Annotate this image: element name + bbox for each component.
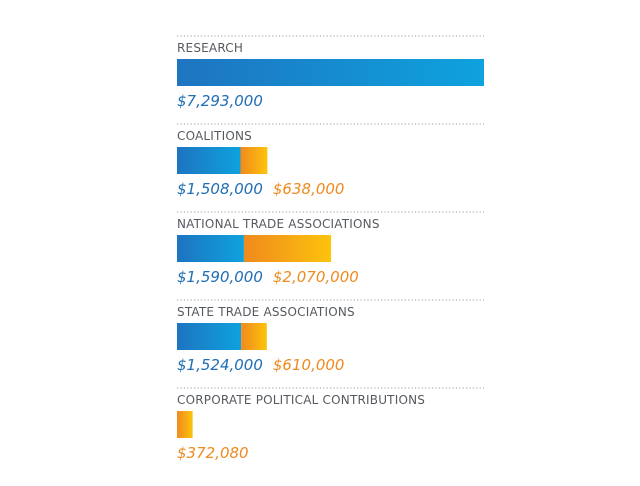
value-label-national-trade-associations-series-0: $1,590,000 (177, 268, 263, 286)
bar-segment-national-trade-associations-series-1 (243, 235, 332, 262)
category-label-research: RESEARCH (177, 41, 243, 55)
value-label-research-series-0: $7,293,000 (177, 92, 263, 110)
chart-plot-area: RESEARCH $7,293,000 COALITIONS $1,508,000 $6… (177, 35, 484, 462)
bar-segment-corporate-political-contributions-series-1 (177, 411, 193, 438)
category-label-corporate-political-contributions: CORPORATE POLITICAL CONTRIBUTIONS (177, 393, 425, 407)
bar-segment-research-series-0 (177, 59, 484, 86)
category-label-national-trade-associations: NATIONAL TRADE ASSOCIATIONS (177, 217, 380, 231)
bar-segment-national-trade-associations-series-0 (177, 235, 244, 262)
bar-segment-coalitions-series-1 (240, 147, 268, 174)
bar-segment-state-trade-associations-series-1 (241, 323, 267, 350)
value-label-state-trade-associations-series-0: $1,524,000 (177, 356, 263, 374)
value-label-coalitions-series-0: $1,508,000 (177, 180, 263, 198)
bar-segment-state-trade-associations-series-0 (177, 323, 242, 350)
value-label-coalitions-series-1: $638,000 (273, 180, 345, 198)
category-label-state-trade-associations: STATE TRADE ASSOCIATIONS (177, 305, 355, 319)
bar-segment-coalitions-series-0 (177, 147, 241, 174)
value-label-state-trade-associations-series-1: $610,000 (273, 356, 345, 374)
value-label-corporate-political-contributions-series-1: $372,080 (177, 444, 249, 462)
value-label-national-trade-associations-series-1: $2,070,000 (273, 268, 359, 286)
category-label-coalitions: COALITIONS (177, 129, 252, 143)
